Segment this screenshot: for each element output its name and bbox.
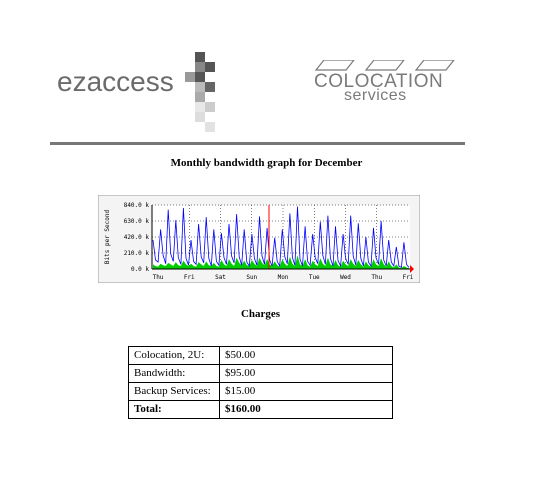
table-row: Bandwidth: $95.00 — [128, 364, 393, 383]
y-tick-label: 840.0 k — [124, 202, 150, 209]
axis-arrow-icon — [410, 265, 414, 273]
charge-label: Colocation, 2U: — [128, 346, 220, 365]
table-row: Colocation, 2U: $50.00 — [128, 346, 393, 365]
charge-value: $15.00 — [219, 382, 393, 401]
y-tick-layer: 0.0 k 210.0 k 420.0 k 630.0 k 840.0 k — [124, 202, 150, 273]
x-tick-label: Thu — [371, 274, 382, 281]
logo-square — [195, 82, 205, 92]
green-series-area — [153, 255, 409, 269]
checker-squares-graphic — [185, 52, 225, 132]
charges-table: Colocation, 2U: $50.00 Bandwidth: $95.00… — [128, 346, 393, 419]
x-tick-label: Tue — [309, 274, 320, 281]
ezaccess-logo: ezaccess — [57, 52, 217, 132]
logo-square — [195, 62, 205, 72]
y-tick-label: 210.0 k — [124, 250, 150, 257]
green-series-layer — [153, 255, 409, 269]
charge-label: Backup Services: — [128, 382, 220, 401]
x-tick-label: Fri — [403, 274, 414, 281]
x-tick-label: Sun — [246, 274, 257, 281]
logo-square — [195, 72, 205, 82]
total-label: Total: — [128, 400, 220, 419]
table-row: Backup Services: $15.00 — [128, 382, 393, 401]
y-axis-label: Bits per Second — [104, 210, 111, 265]
logo-square — [195, 52, 205, 62]
ezaccess-wordmark: ezaccess — [57, 66, 174, 97]
y-tick-label: 630.0 k — [124, 218, 150, 225]
blue-series-layer — [152, 206, 410, 269]
colocation-wordmark: COLOCATION — [314, 71, 444, 92]
x-tick-layer: Thu Fri Sat Sun Mon Tue Wed Thu Fri — [153, 274, 414, 281]
x-tick-label: Sat — [215, 274, 226, 281]
charge-value: $95.00 — [219, 364, 393, 383]
logo-square — [185, 72, 195, 82]
logo-square — [205, 82, 215, 92]
blue-series-line — [152, 206, 410, 269]
parallelogram-graphic — [314, 60, 455, 71]
x-tick-label: Mon — [278, 274, 289, 281]
x-tick-label: Wed — [340, 274, 351, 281]
logo-square — [205, 102, 215, 112]
total-row: Total: $160.00 — [128, 400, 393, 419]
charge-value: $50.00 — [219, 346, 393, 365]
x-tick-label: Thu — [153, 274, 164, 281]
logo-square — [205, 122, 215, 132]
services-wordmark: services — [344, 87, 407, 104]
logo-square — [205, 62, 215, 72]
total-value: $160.00 — [219, 400, 393, 419]
horizontal-rule — [50, 142, 465, 145]
logo-square — [195, 102, 205, 112]
charges-title: Charges — [240, 308, 281, 320]
y-tick-label: 0.0 k — [131, 266, 149, 273]
y-tick-label: 420.0 k — [124, 234, 150, 241]
charge-label: Bandwidth: — [128, 364, 220, 383]
bandwidth-graph: Bits per Second 0.0 k 210.0 k 420.0 k 630.0… — [98, 195, 420, 283]
logo-square — [195, 92, 205, 102]
x-tick-label: Fri — [184, 274, 195, 281]
colocation-services-logo: COLOCATION services — [312, 60, 462, 110]
graph-title: Monthly bandwidth graph for December — [170, 157, 363, 169]
logo-square — [195, 112, 205, 122]
